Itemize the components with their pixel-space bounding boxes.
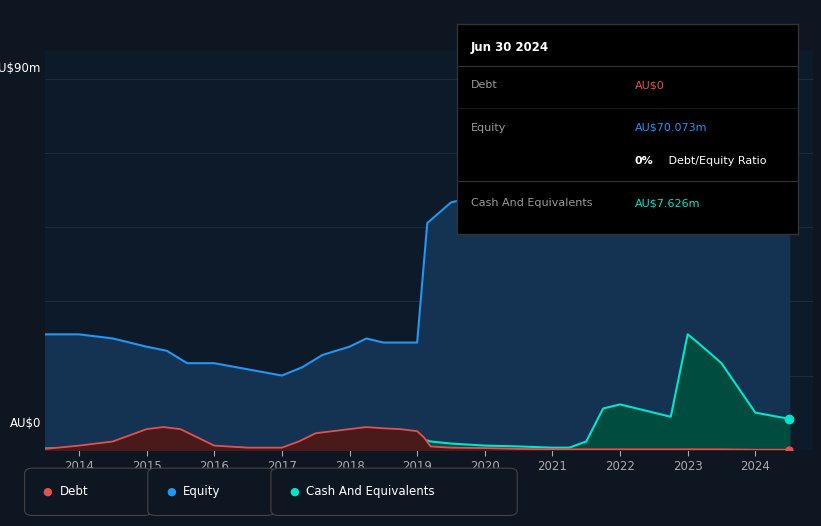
Text: Equity: Equity bbox=[183, 485, 221, 498]
Text: AU$7.626m: AU$7.626m bbox=[635, 198, 700, 208]
Text: Cash And Equivalents: Cash And Equivalents bbox=[306, 485, 435, 498]
Text: 0%: 0% bbox=[635, 156, 654, 166]
Text: ●: ● bbox=[289, 487, 299, 497]
Text: Debt: Debt bbox=[471, 80, 498, 90]
Text: Debt/Equity Ratio: Debt/Equity Ratio bbox=[665, 156, 767, 166]
Text: Cash And Equivalents: Cash And Equivalents bbox=[471, 198, 593, 208]
Text: ●: ● bbox=[43, 487, 53, 497]
Text: AU$90m: AU$90m bbox=[0, 62, 41, 75]
Text: AU$0: AU$0 bbox=[635, 80, 664, 90]
Text: Debt: Debt bbox=[60, 485, 89, 498]
Text: ●: ● bbox=[166, 487, 176, 497]
Text: Jun 30 2024: Jun 30 2024 bbox=[471, 41, 549, 54]
Text: Equity: Equity bbox=[471, 123, 507, 133]
Text: AU$0: AU$0 bbox=[10, 417, 41, 430]
Text: AU$70.073m: AU$70.073m bbox=[635, 123, 707, 133]
